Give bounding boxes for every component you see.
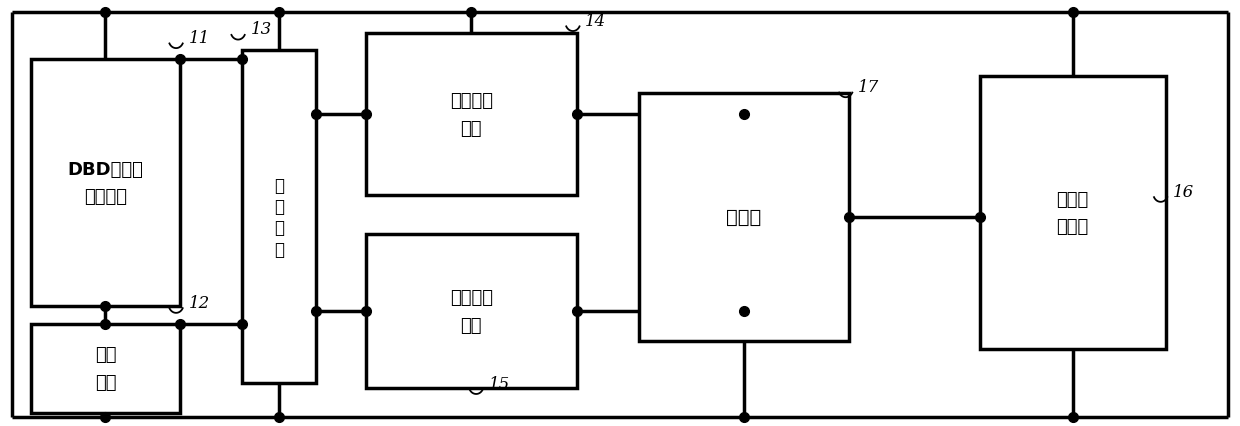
- Bar: [980, 77, 1166, 349]
- Text: 模块: 模块: [460, 316, 482, 334]
- Bar: [366, 234, 577, 388]
- Text: 电容: 电容: [94, 373, 117, 391]
- Text: 控制器: 控制器: [727, 208, 761, 227]
- Text: 路: 路: [274, 240, 284, 258]
- Bar: [366, 34, 577, 196]
- Text: 源模块: 源模块: [1056, 218, 1089, 236]
- Text: 11: 11: [188, 30, 210, 47]
- Bar: [639, 94, 849, 341]
- Text: DBD等离子: DBD等离子: [67, 160, 144, 178]
- Text: 14: 14: [585, 13, 606, 30]
- Text: 电压采集: 电压采集: [450, 288, 492, 306]
- Text: 可调电: 可调电: [1056, 190, 1089, 208]
- Text: 体反应器: 体反应器: [84, 188, 126, 206]
- Text: 压: 压: [274, 198, 284, 216]
- Bar: [31, 324, 180, 413]
- Text: 12: 12: [188, 294, 210, 311]
- Text: 16: 16: [1173, 183, 1194, 200]
- Bar: [242, 51, 316, 383]
- Text: 电: 电: [274, 219, 284, 237]
- Text: 模块: 模块: [460, 120, 482, 138]
- Text: 15: 15: [489, 375, 510, 392]
- Text: 17: 17: [858, 79, 879, 96]
- Text: 分: 分: [274, 176, 284, 194]
- Text: 采样: 采样: [94, 345, 117, 364]
- Text: 13: 13: [250, 21, 272, 38]
- Text: 频率采集: 频率采集: [450, 92, 492, 110]
- Bar: [31, 60, 180, 307]
